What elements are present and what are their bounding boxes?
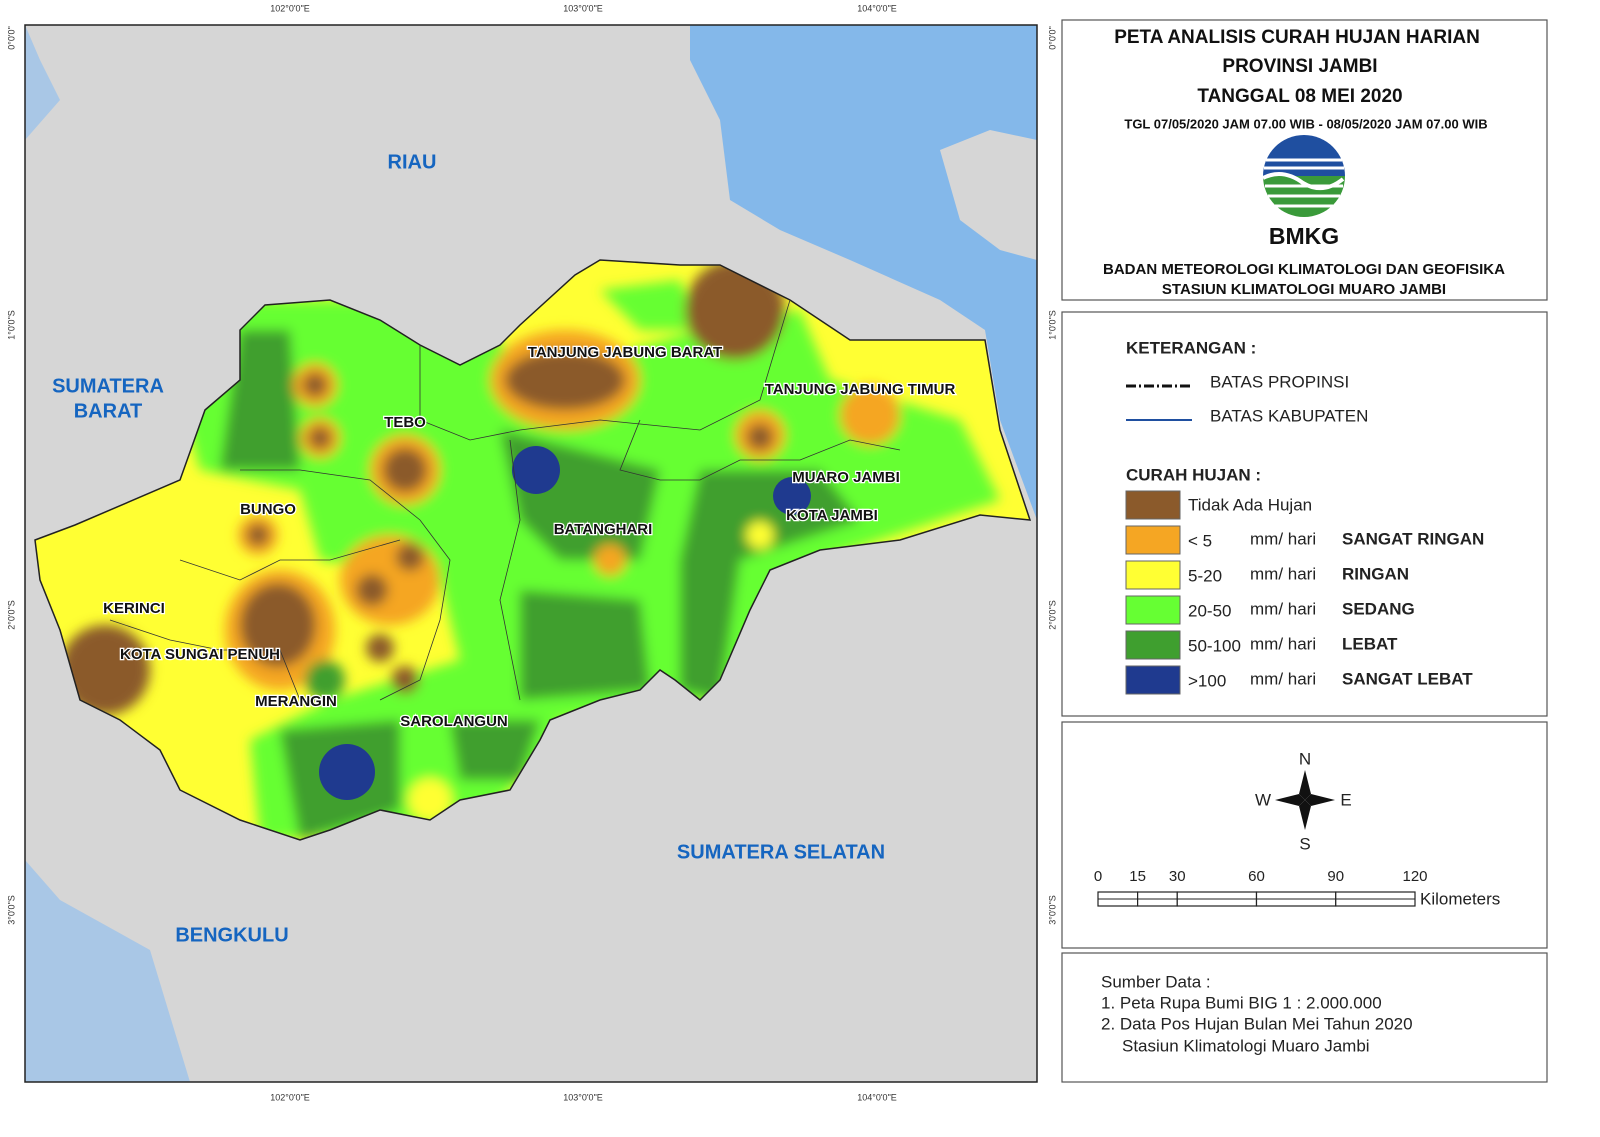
graticule-label: 104°0'0"E xyxy=(857,3,897,13)
legend-label: BATAS PROPINSI xyxy=(1210,372,1349,391)
region-label: RIAU xyxy=(388,151,437,173)
district-label: BUNGO xyxy=(240,501,296,518)
title-line: TANGGAL 08 MEI 2020 xyxy=(1197,86,1402,107)
legend-category: LEBAT xyxy=(1342,634,1398,653)
district-label: KOTA JAMBI xyxy=(786,507,878,524)
scale-tick-label: 15 xyxy=(1129,868,1146,885)
scale-panel xyxy=(1061,721,1548,949)
legend-heading: CURAH HUJAN : xyxy=(1126,465,1261,484)
map: 102°0'0"E 103°0'0"E 104°0'0"E 102°0'0"E … xyxy=(6,3,1057,1102)
sea xyxy=(25,860,190,1082)
district-label: TANJUNG JABUNG BARAT xyxy=(528,344,722,361)
legend-swatch xyxy=(1125,595,1181,625)
legend-unit: mm/ hari xyxy=(1250,529,1316,548)
district-label: MUARO JAMBI xyxy=(792,469,900,486)
legend-unit: mm/ hari xyxy=(1250,669,1316,688)
legend-category: SANGAT LEBAT xyxy=(1342,669,1473,688)
graticule-label: 102°0'0"E xyxy=(270,3,310,13)
map-frame xyxy=(24,24,1038,1083)
source-heading: Sumber Data : xyxy=(1101,972,1211,991)
graticule-label: 103°0'0"E xyxy=(563,1092,603,1102)
logo-text: BMKG xyxy=(1269,223,1339,249)
legend-range: >100 xyxy=(1188,671,1226,690)
legend-unit: mm/ hari xyxy=(1250,634,1316,653)
legend-range: 50-100 xyxy=(1188,636,1241,655)
scale-tick-label: 120 xyxy=(1402,868,1427,885)
legend-label: Tidak Ada Hujan xyxy=(1188,495,1312,514)
agency-line: BADAN METEOROLOGI KLIMATOLOGI DAN GEOFIS… xyxy=(1103,261,1505,278)
graticule-label: 3°0'0"S xyxy=(1047,895,1057,925)
graticule-label: 104°0'0"E xyxy=(857,1092,897,1102)
legend-category: RINGAN xyxy=(1342,564,1409,583)
graticule-label: 2°0'0"S xyxy=(6,600,16,630)
legend-swatch xyxy=(1125,665,1181,695)
region-label: BENGKULU xyxy=(175,924,288,946)
district-label: TEBO xyxy=(384,414,426,431)
scale-unit: Kilometers xyxy=(1420,889,1500,908)
legend-category: SEDANG xyxy=(1342,599,1415,618)
graticule-label: 0°0'0" xyxy=(1047,26,1057,50)
compass-label: E xyxy=(1340,790,1351,809)
district-label: TANJUNG JABUNG TIMUR xyxy=(765,381,956,398)
scale-tick-label: 90 xyxy=(1327,868,1344,885)
title-line: PETA ANALISIS CURAH HUJAN HARIAN xyxy=(1114,27,1480,48)
graticule-label: 1°0'0"S xyxy=(6,310,16,340)
compass-label: W xyxy=(1255,790,1271,809)
scale-tick-label: 60 xyxy=(1248,868,1265,885)
graticule-label: 103°0'0"E xyxy=(563,3,603,13)
region-label: SUMATERA xyxy=(52,375,164,397)
scale-tick-label: 0 xyxy=(1094,868,1102,885)
district-label: KOTA SUNGAI PENUH xyxy=(120,646,280,663)
graticule-label: 102°0'0"E xyxy=(270,1092,310,1102)
district-label: KERINCI xyxy=(103,600,165,617)
title-line: PROVINSI JAMBI xyxy=(1222,56,1377,77)
scale-bar: 0 15 30 60 90 120 xyxy=(1094,868,1428,907)
source-item: Stasiun Klimatologi Muaro Jambi xyxy=(1122,1036,1370,1055)
district-boundaries xyxy=(109,299,901,701)
legend-swatch xyxy=(1125,630,1181,660)
source-item: 1. Peta Rupa Bumi BIG 1 : 2.000.000 xyxy=(1101,993,1382,1012)
period: TGL 07/05/2020 JAM 07.00 WIB - 08/05/202… xyxy=(1124,116,1487,131)
source-panel xyxy=(1061,952,1548,1083)
agency-line: STASIUN KLIMATOLOGI MUARO JAMBI xyxy=(1162,281,1446,298)
compass-label: N xyxy=(1299,749,1311,768)
legend-range: 20-50 xyxy=(1188,601,1231,620)
source-item: 2. Data Pos Hujan Bulan Mei Tahun 2020 xyxy=(1101,1014,1413,1033)
graticule-label: 3°0'0"S xyxy=(6,895,16,925)
legend-unit: mm/ hari xyxy=(1250,599,1316,618)
graticule-label: 2°0'0"S xyxy=(1047,600,1057,630)
legend-label: BATAS KABUPATEN xyxy=(1210,406,1368,425)
legend-classes: Tidak Ada Hujan < 5 mm/ hari SANGAT RINGAN 5… xyxy=(1125,490,1484,695)
legend-range: < 5 xyxy=(1188,531,1212,550)
region-label: BARAT xyxy=(74,400,143,422)
scale-tick-label: 30 xyxy=(1169,868,1186,885)
heavy-rain-spot xyxy=(773,477,811,515)
district-label: MERANGIN xyxy=(255,693,337,710)
district-label: BATANGHARI xyxy=(554,521,653,538)
legend-range: 5-20 xyxy=(1188,566,1222,585)
heavy-rain-spot xyxy=(512,446,560,494)
island xyxy=(940,130,1037,260)
district-label: SAROLANGUN xyxy=(400,713,508,730)
graticule-label: 1°0'0"S xyxy=(1047,310,1057,340)
legend-swatch xyxy=(1125,560,1181,590)
bmkg-logo xyxy=(1262,135,1345,217)
compass-label: S xyxy=(1299,834,1310,853)
graticule-label: 0°0'0" xyxy=(6,26,16,50)
region-label: SUMATERA SELATAN xyxy=(677,841,885,863)
heavy-rain-spot xyxy=(319,744,375,800)
legend-unit: mm/ hari xyxy=(1250,564,1316,583)
legend-swatch xyxy=(1125,490,1181,520)
legend-heading: KETERANGAN : xyxy=(1126,338,1256,357)
compass xyxy=(1275,770,1335,830)
sea xyxy=(25,25,60,140)
legend-category: SANGAT RINGAN xyxy=(1342,529,1484,548)
legend-swatch xyxy=(1125,525,1181,555)
